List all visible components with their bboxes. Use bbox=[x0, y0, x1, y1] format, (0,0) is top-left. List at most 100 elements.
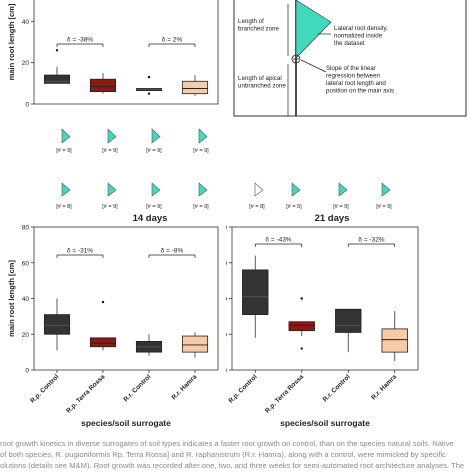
outlier-point bbox=[300, 297, 303, 300]
schematic-frame bbox=[233, 0, 467, 117]
n-label: [# = 9] bbox=[102, 204, 118, 210]
glyph-row2-left-2 bbox=[151, 182, 161, 197]
box-3 bbox=[381, 311, 408, 362]
annotation-label: δ = -38% bbox=[67, 37, 93, 44]
glyph-row1-0 bbox=[61, 128, 71, 144]
annotation-label: δ = 2% bbox=[162, 37, 183, 44]
x-axis-label: species/soil surrogate bbox=[81, 418, 171, 428]
annotation-label: δ = -32% bbox=[358, 237, 384, 244]
box-rect bbox=[43, 314, 71, 335]
box-2 bbox=[135, 334, 163, 356]
glyph-row2-left-1 bbox=[107, 182, 117, 197]
lateral-root-glyphs: [# = 9] [# = 9] [# = 9] [# = 9] [# = 8] [# = … bbox=[56, 128, 392, 210]
x-tick-label: R.p. Control bbox=[29, 373, 60, 404]
glyph-row2-right-2 bbox=[338, 182, 348, 197]
n-label: [# = 9] bbox=[333, 204, 349, 210]
y-tick-label: 20 bbox=[22, 332, 30, 339]
label-slope: Slope of the linear regression between lat… bbox=[326, 65, 394, 95]
y-tick-label: 60 bbox=[226, 260, 227, 267]
glyph-row2-left-3 bbox=[198, 182, 208, 197]
root-architecture-schematic: Length of branched zone Length of apical un… bbox=[233, 0, 467, 117]
panel-title-21-days: 21 days bbox=[314, 213, 350, 224]
x-tick-label: R.r. Hamra bbox=[170, 373, 198, 401]
x-tick-label: R.p. Terra Rossa bbox=[65, 373, 106, 414]
box-rect bbox=[288, 321, 315, 332]
box-rect bbox=[381, 328, 408, 353]
label-lateral-density: Lateral root density, normalized inside th… bbox=[334, 25, 388, 47]
bottom-left-boxplot: 0 20 40 60 80 main root length [cm] δ = -31% δ … bbox=[7, 225, 219, 428]
panel-title-14-days: 14 days bbox=[132, 213, 168, 224]
annotation-label: δ = -8% bbox=[161, 248, 184, 255]
bottom-right-boxplot: 0 20 40 60 80 δ = -43% δ = -32% R.p. ControlR.p… bbox=[226, 225, 419, 428]
y-tick-label: 40 bbox=[22, 296, 30, 303]
box-rect bbox=[89, 337, 117, 348]
y-tick-label: 60 bbox=[22, 260, 30, 267]
x-tick-label: R.r. Control bbox=[322, 373, 352, 403]
y-axis-label: main root length [cm] bbox=[7, 260, 16, 337]
box-0 bbox=[43, 49, 71, 84]
slope-marker-icon bbox=[291, 54, 301, 64]
outlier-point bbox=[147, 92, 151, 95]
n-label: [# = 9] bbox=[193, 148, 209, 154]
n-label: [# = 9] bbox=[56, 148, 72, 154]
glyph-row2-right-3 bbox=[381, 182, 391, 197]
y-tick-label: 20 bbox=[22, 60, 30, 67]
outlier-point bbox=[55, 49, 59, 52]
box-0 bbox=[43, 298, 71, 351]
x-axis-label: species/soil surrogate bbox=[280, 418, 370, 428]
y-tick-label: 40 bbox=[226, 296, 227, 303]
n-label: [# = 5] bbox=[286, 204, 302, 210]
outlier-point bbox=[147, 75, 151, 79]
x-tick-label: R.p. Control bbox=[227, 373, 258, 404]
box-rect bbox=[89, 78, 117, 92]
box-rect bbox=[181, 335, 209, 353]
outlier-point bbox=[101, 300, 105, 304]
caption-line-2: of both species, R. pugioniformis Rp. Te… bbox=[0, 450, 446, 459]
box-3 bbox=[181, 332, 209, 358]
box-2 bbox=[335, 308, 362, 353]
outlier-point bbox=[300, 347, 303, 350]
box-rect bbox=[43, 74, 71, 84]
label-length-apical: Length of apical unbranched zone bbox=[238, 75, 286, 90]
n-label: [# = 9] bbox=[193, 204, 209, 210]
annotation-label: δ = -31% bbox=[67, 248, 93, 255]
box-1 bbox=[89, 300, 117, 351]
y-tick-label: 80 bbox=[22, 225, 30, 232]
n-label: [# = 9] bbox=[146, 204, 162, 210]
slope-arrow bbox=[300, 59, 327, 73]
y-tick-label: 20 bbox=[226, 332, 227, 339]
box-rect bbox=[242, 269, 269, 315]
y-axis-label: main root length [cm] bbox=[7, 3, 16, 80]
n-label: [# = 9] bbox=[102, 148, 118, 154]
box-0 bbox=[242, 255, 269, 338]
n-label: [# = 9] bbox=[376, 204, 392, 210]
glyph-row2-right-1 bbox=[291, 182, 301, 197]
x-tick-label: R.r. Hamra bbox=[370, 373, 398, 401]
n-label: [# = 9] bbox=[146, 148, 162, 154]
y-tick-label: 0 bbox=[226, 368, 227, 375]
box-rect bbox=[181, 80, 209, 95]
glyph-row1-2 bbox=[151, 128, 161, 144]
box-1 bbox=[89, 73, 117, 94]
box-1 bbox=[288, 297, 315, 350]
glyph-row2-left-0 bbox=[61, 182, 71, 197]
box-3 bbox=[181, 75, 209, 96]
x-tick-label: R.r. Control bbox=[122, 373, 152, 403]
caption-line-1: root growth kinetics in diverse surrogat… bbox=[0, 439, 454, 448]
y-tick-label: 0 bbox=[25, 102, 29, 109]
box-2 bbox=[135, 75, 163, 95]
glyph-row1-3 bbox=[198, 128, 208, 144]
glyph-row1-1 bbox=[107, 128, 117, 144]
figure-caption: root growth kinetics in diverse surrogat… bbox=[0, 438, 474, 471]
box-rect bbox=[335, 308, 362, 333]
y-tick-label: 80 bbox=[226, 225, 227, 232]
x-tick-label: R.p. Terra Rossa bbox=[264, 373, 305, 414]
lateral-density-triangle bbox=[295, 0, 332, 59]
glyph-row2-right-0 bbox=[254, 182, 264, 197]
y-tick-label: 40 bbox=[22, 19, 30, 26]
n-label: [# = 8] bbox=[56, 204, 72, 210]
n-label: [# = 8] bbox=[249, 204, 265, 210]
top-left-boxplot: 0204060main root length [cm]δ = -38%δ = … bbox=[7, 0, 219, 109]
label-length-branched: Length of branched zone bbox=[238, 18, 279, 33]
caption-line-3: olutions (details see M&M). Root growth … bbox=[0, 461, 465, 470]
